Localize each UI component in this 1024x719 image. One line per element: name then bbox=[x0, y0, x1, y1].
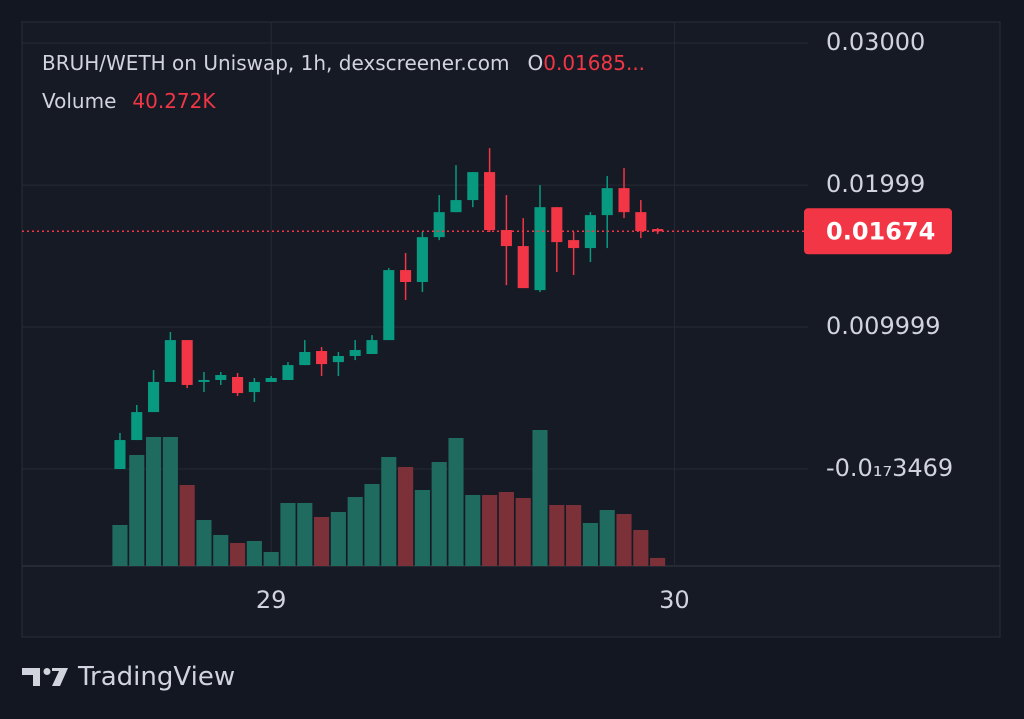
volume-label: Volume bbox=[42, 89, 117, 113]
volume-bar bbox=[482, 495, 498, 566]
volume-bar bbox=[381, 457, 397, 566]
volume-bar bbox=[633, 530, 649, 566]
x-tick-label: 29 bbox=[256, 586, 287, 614]
candle-body bbox=[484, 172, 496, 231]
volume-bar bbox=[179, 485, 195, 566]
candle-body bbox=[349, 350, 361, 356]
volume-bar bbox=[582, 523, 598, 566]
candle-body bbox=[601, 188, 613, 216]
y-tick-label: -0.0₁₇3469 bbox=[826, 454, 953, 482]
ohlc-label: O bbox=[527, 51, 544, 75]
candle-body bbox=[248, 381, 260, 393]
logo-shape bbox=[43, 668, 51, 675]
volume-bar bbox=[246, 541, 262, 566]
candle-body bbox=[332, 355, 344, 363]
volume-bar bbox=[330, 512, 346, 566]
candle-body bbox=[198, 379, 210, 382]
logo-shape bbox=[22, 668, 40, 686]
volume-bar bbox=[616, 514, 632, 566]
volume-bar bbox=[162, 437, 178, 566]
axis-layer: 0.03000 0.01999 0.009999 -0.0₁₇3469 29 30 0.01… bbox=[256, 28, 953, 614]
volume-bar bbox=[314, 517, 330, 566]
volume-bar bbox=[145, 437, 162, 566]
candle-body bbox=[316, 351, 328, 365]
x-tick-label: 30 bbox=[659, 586, 690, 614]
volume-bar bbox=[532, 430, 548, 566]
candle-body bbox=[400, 270, 412, 283]
legend-title: BRUH/WETH on Uniswap, 1h, dexscreener.co… bbox=[42, 51, 510, 75]
candle-body bbox=[551, 207, 563, 243]
candle-body bbox=[652, 229, 664, 232]
candle-body bbox=[618, 188, 630, 213]
tradingview-logo bbox=[22, 668, 68, 686]
volume-bar bbox=[297, 503, 313, 566]
candle-body bbox=[584, 215, 596, 249]
candle-body bbox=[416, 237, 428, 283]
volume-layer bbox=[112, 430, 666, 566]
candle-body bbox=[383, 270, 395, 341]
candle-body bbox=[635, 212, 647, 232]
volume-value: 40.272K bbox=[132, 89, 216, 113]
logo-shape bbox=[52, 668, 68, 686]
volume-bar bbox=[213, 535, 229, 566]
y-tick-label: 0.01999 bbox=[826, 170, 925, 198]
y-tick-label: 0.03000 bbox=[826, 28, 925, 56]
volume-bar bbox=[230, 543, 246, 566]
volume-bar bbox=[465, 495, 481, 566]
volume-bar bbox=[347, 497, 363, 566]
volume-bar bbox=[263, 552, 279, 566]
candle-body bbox=[366, 340, 378, 354]
candle-body bbox=[265, 377, 277, 382]
candle-body bbox=[534, 207, 546, 291]
volume-bar bbox=[515, 498, 531, 566]
volume-bar bbox=[549, 505, 565, 566]
candle-body bbox=[131, 412, 143, 441]
ohlc-value: 0.01685... bbox=[543, 51, 646, 75]
volume-bar bbox=[650, 557, 666, 566]
volume-bar bbox=[414, 490, 430, 566]
candle-body bbox=[164, 340, 176, 382]
candle-body bbox=[299, 352, 311, 366]
candle-body bbox=[232, 376, 244, 394]
legend-row: BRUH/WETH on Uniswap, 1h, dexscreener.co… bbox=[42, 44, 645, 82]
candle-layer bbox=[22, 148, 808, 470]
volume-bar bbox=[566, 505, 582, 566]
candle-body bbox=[215, 375, 227, 380]
candle-body bbox=[450, 200, 462, 213]
candle-body bbox=[181, 340, 193, 385]
candle-body bbox=[114, 440, 126, 470]
volume-bar bbox=[498, 492, 514, 566]
volume-bar bbox=[112, 525, 128, 566]
volume-bar bbox=[129, 455, 145, 566]
volume-bar bbox=[280, 503, 296, 566]
legend-row: Volume 40.272K bbox=[42, 82, 645, 120]
candle-body bbox=[517, 246, 529, 289]
volume-bar bbox=[398, 467, 414, 566]
volume-bar bbox=[431, 462, 447, 566]
brand-name: TradingView bbox=[78, 662, 236, 692]
candle-body bbox=[568, 240, 580, 249]
legend: BRUH/WETH on Uniswap, 1h, dexscreener.co… bbox=[42, 44, 645, 120]
candle-body bbox=[500, 230, 512, 247]
last-price-label: 0.01674 bbox=[826, 217, 935, 245]
candle-body bbox=[148, 381, 160, 413]
last-price-box bbox=[804, 208, 952, 255]
volume-bar bbox=[448, 438, 464, 566]
volume-bar bbox=[364, 484, 380, 566]
candle-body bbox=[282, 365, 294, 380]
volume-bar bbox=[599, 510, 615, 566]
volume-bar bbox=[196, 520, 212, 566]
candle-body bbox=[467, 172, 479, 201]
candle-body bbox=[433, 212, 445, 238]
y-tick-label: 0.009999 bbox=[826, 312, 941, 340]
